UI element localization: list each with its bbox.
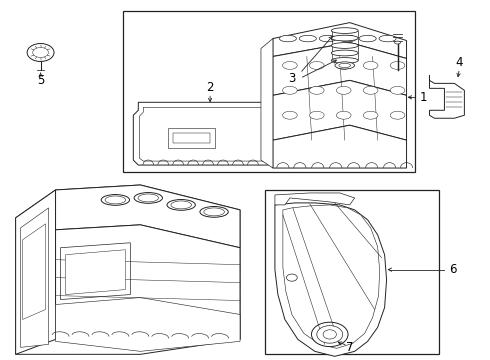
- Ellipse shape: [339, 63, 350, 68]
- Ellipse shape: [323, 330, 337, 339]
- Polygon shape: [16, 185, 240, 354]
- Polygon shape: [275, 203, 387, 356]
- Ellipse shape: [105, 196, 125, 204]
- Bar: [123, 11, 415, 172]
- Ellipse shape: [331, 35, 358, 41]
- Text: 4: 4: [456, 56, 463, 69]
- Ellipse shape: [363, 86, 378, 94]
- Ellipse shape: [339, 35, 356, 42]
- Ellipse shape: [363, 62, 378, 69]
- Ellipse shape: [394, 41, 400, 44]
- Polygon shape: [261, 39, 273, 168]
- Polygon shape: [429, 75, 465, 118]
- Ellipse shape: [331, 28, 358, 33]
- Polygon shape: [61, 243, 130, 300]
- Text: 7: 7: [346, 341, 353, 354]
- Ellipse shape: [279, 35, 296, 42]
- Text: 6: 6: [449, 263, 457, 276]
- Polygon shape: [55, 225, 240, 349]
- Ellipse shape: [27, 44, 54, 62]
- Ellipse shape: [299, 35, 317, 42]
- Ellipse shape: [317, 326, 343, 343]
- Polygon shape: [55, 185, 240, 248]
- Ellipse shape: [283, 86, 297, 94]
- Ellipse shape: [287, 274, 297, 281]
- Bar: [265, 190, 440, 354]
- Ellipse shape: [33, 48, 49, 58]
- Ellipse shape: [167, 199, 196, 210]
- Ellipse shape: [359, 35, 376, 42]
- Ellipse shape: [363, 111, 378, 119]
- Polygon shape: [273, 42, 407, 95]
- Polygon shape: [283, 205, 380, 348]
- Ellipse shape: [204, 208, 224, 216]
- Ellipse shape: [312, 322, 348, 347]
- Text: 2: 2: [206, 81, 214, 94]
- Ellipse shape: [171, 201, 192, 209]
- Ellipse shape: [138, 194, 159, 202]
- Polygon shape: [173, 133, 210, 143]
- Ellipse shape: [310, 62, 324, 69]
- Polygon shape: [55, 298, 240, 351]
- Ellipse shape: [283, 62, 297, 69]
- Ellipse shape: [379, 35, 396, 42]
- Ellipse shape: [335, 62, 354, 69]
- Polygon shape: [273, 125, 407, 168]
- Ellipse shape: [337, 62, 351, 69]
- Ellipse shape: [319, 35, 336, 42]
- Text: 1: 1: [419, 91, 427, 104]
- Text: 3: 3: [288, 72, 295, 85]
- Ellipse shape: [310, 86, 324, 94]
- Ellipse shape: [337, 86, 351, 94]
- Ellipse shape: [390, 86, 405, 94]
- Polygon shape: [275, 193, 355, 205]
- Polygon shape: [16, 190, 55, 354]
- Ellipse shape: [200, 207, 228, 217]
- Ellipse shape: [134, 193, 163, 203]
- Polygon shape: [139, 107, 267, 161]
- Text: 5: 5: [37, 74, 44, 87]
- Polygon shape: [21, 208, 49, 347]
- Polygon shape: [133, 102, 272, 165]
- Ellipse shape: [331, 42, 358, 48]
- Ellipse shape: [310, 111, 324, 119]
- Ellipse shape: [283, 111, 297, 119]
- Ellipse shape: [331, 50, 358, 56]
- Polygon shape: [168, 128, 215, 148]
- Polygon shape: [23, 224, 46, 319]
- Ellipse shape: [101, 194, 129, 205]
- Ellipse shape: [390, 111, 405, 119]
- Polygon shape: [273, 80, 407, 140]
- Ellipse shape: [331, 58, 358, 63]
- Ellipse shape: [390, 62, 405, 69]
- Polygon shape: [273, 23, 407, 58]
- Polygon shape: [66, 250, 125, 294]
- Ellipse shape: [337, 111, 351, 119]
